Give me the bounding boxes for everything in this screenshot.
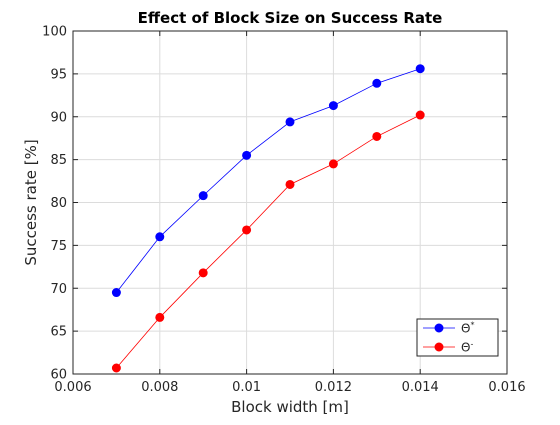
- data-point: [285, 179, 295, 189]
- x-tick-label: 0.006: [54, 380, 91, 395]
- y-tick-label: 60: [50, 368, 67, 383]
- data-point: [198, 268, 208, 278]
- series-line: [116, 68, 421, 293]
- series-2: [111, 110, 425, 373]
- x-tick-label: 0.012: [315, 380, 352, 395]
- x-tick-label: 0.01: [232, 380, 261, 395]
- x-tick-label: 0.008: [141, 380, 178, 395]
- data-point: [198, 191, 208, 201]
- data-point: [328, 159, 338, 169]
- data-point: [111, 288, 121, 298]
- y-tick-label: 85: [50, 153, 67, 168]
- data-point: [372, 131, 382, 141]
- data-point: [155, 312, 165, 322]
- ticks: 0.006 0.008 0.01 0.012 0.014 0.016 60 65 70 75 80 8…: [42, 25, 525, 396]
- x-tick-label: 0.014: [402, 380, 439, 395]
- data-point: [285, 117, 295, 127]
- series-group: [111, 64, 425, 373]
- series-line: [116, 114, 421, 369]
- legend-marker: [434, 323, 444, 333]
- y-axis-label: Success rate [%]: [22, 139, 40, 265]
- data-point: [372, 78, 382, 88]
- y-tick-label: 80: [50, 196, 67, 211]
- legend-label: Θ*: [461, 321, 474, 336]
- data-point: [242, 150, 252, 160]
- y-tick-label: 65: [50, 325, 67, 340]
- y-tick-label: 70: [50, 282, 67, 297]
- data-point: [415, 64, 425, 74]
- legend: Θ* Θ-: [416, 318, 499, 357]
- legend-box: [416, 318, 499, 357]
- data-point: [111, 363, 121, 373]
- data-point: [328, 101, 338, 111]
- data-point: [155, 232, 165, 242]
- y-tick-label: 90: [50, 110, 67, 125]
- data-point: [415, 110, 425, 120]
- y-tick-label: 100: [42, 25, 67, 40]
- x-tick-label: 0.016: [488, 380, 525, 395]
- x-axis-label: Block width [m]: [231, 398, 349, 416]
- series-1: [111, 64, 425, 298]
- y-tick-label: 95: [50, 67, 67, 82]
- y-tick-label: 75: [50, 239, 67, 254]
- data-point: [242, 225, 252, 235]
- legend-marker: [434, 342, 444, 352]
- legend-label: Θ-: [461, 340, 473, 355]
- chart-title: Effect of Block Size on Success Rate: [138, 9, 443, 27]
